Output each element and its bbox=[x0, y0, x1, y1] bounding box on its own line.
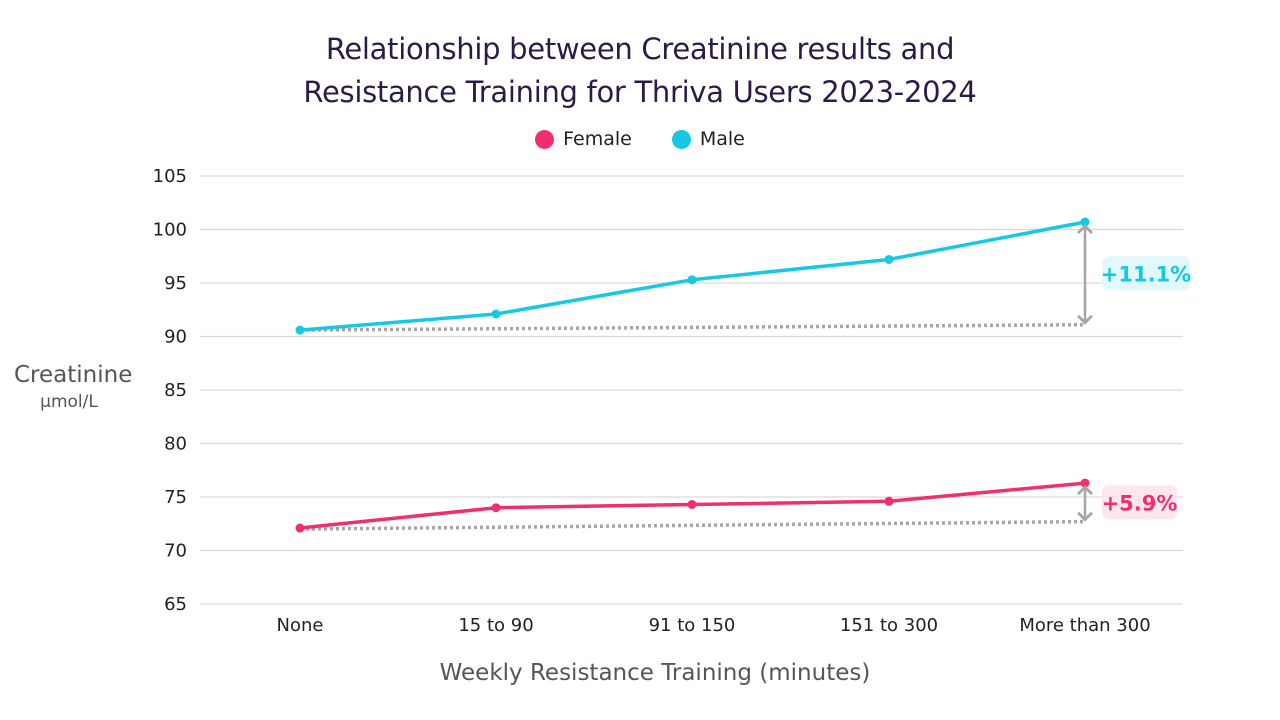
data-point-female bbox=[295, 523, 305, 533]
data-point-female bbox=[1080, 478, 1090, 488]
baseline-female bbox=[299, 519, 1086, 531]
y-tick-label: 105 bbox=[153, 166, 187, 187]
x-tick-label: 15 to 90 bbox=[458, 615, 533, 636]
data-point-female bbox=[687, 499, 697, 509]
data-point-female bbox=[491, 503, 501, 513]
legend-item-female: Female bbox=[535, 128, 632, 150]
change-label-female: +5.9% bbox=[1102, 491, 1178, 515]
y-tick-label: 80 bbox=[164, 434, 187, 455]
y-axis-label: Creatinine µmol/L bbox=[14, 360, 133, 414]
legend-label-male: Male bbox=[699, 128, 745, 150]
data-point-male bbox=[884, 254, 894, 264]
chart-title-line-2: Resistance Training for Thriva Users 202… bbox=[303, 75, 977, 109]
change-badge-female bbox=[1102, 485, 1177, 520]
x-tick-label: More than 300 bbox=[1019, 615, 1150, 636]
y-tick-label: 100 bbox=[153, 220, 187, 241]
data-point-female bbox=[884, 496, 894, 506]
y-axis-title: Creatinine bbox=[14, 362, 133, 388]
y-tick-label: 85 bbox=[164, 380, 187, 401]
data-point-male bbox=[295, 325, 305, 335]
y-tick-label: 65 bbox=[164, 594, 187, 615]
data-point-male bbox=[491, 309, 501, 319]
x-axis-label: Weekly Resistance Training (minutes) bbox=[439, 660, 871, 686]
x-tick-label: 91 to 150 bbox=[649, 615, 736, 636]
change-label-male: +11.1% bbox=[1101, 262, 1191, 286]
x-tick-label: None bbox=[277, 615, 324, 636]
y-tick-label: 95 bbox=[164, 273, 187, 294]
data-point-male bbox=[687, 275, 697, 285]
change-badge-male bbox=[1102, 256, 1190, 291]
y-tick-label: 75 bbox=[164, 487, 187, 508]
legend-item-male: Male bbox=[671, 128, 745, 150]
data-point-male bbox=[1080, 217, 1090, 227]
chart-title: Relationship between Creatinine results … bbox=[0, 28, 1280, 114]
y-tick-label: 90 bbox=[164, 327, 187, 348]
y-axis-unit: µmol/L bbox=[40, 392, 98, 412]
legend: Female Male bbox=[0, 128, 1280, 150]
x-tick-label: 151 to 300 bbox=[840, 615, 938, 636]
legend-label-female: Female bbox=[563, 128, 632, 150]
baseline-male bbox=[299, 322, 1086, 332]
y-tick-label: 70 bbox=[164, 541, 187, 562]
legend-marker-male bbox=[671, 129, 691, 149]
chart-title-line-1: Relationship between Creatinine results … bbox=[325, 32, 955, 66]
legend-marker-female bbox=[535, 129, 555, 149]
